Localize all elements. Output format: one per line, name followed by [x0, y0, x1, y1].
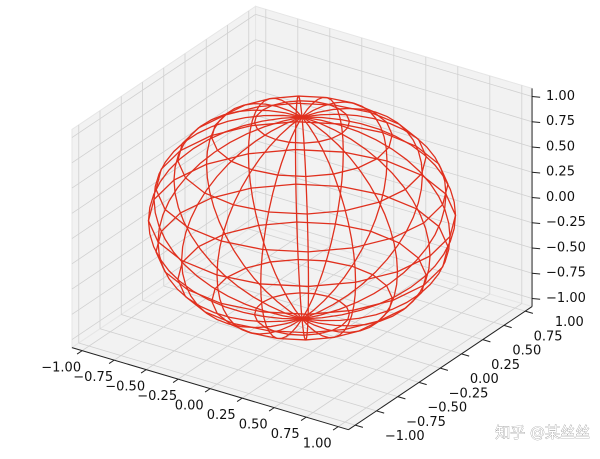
x-tick-label: 0.75 [271, 427, 300, 442]
x-tick-label: 0.00 [175, 399, 204, 414]
grid-line [71, 165, 256, 290]
grid-line [255, 216, 533, 299]
y-tick [482, 339, 491, 343]
grid-line [255, 64, 533, 148]
z-tick-label: 0.25 [546, 165, 575, 180]
grid-line [78, 342, 356, 426]
y-tick [461, 353, 470, 357]
x-tick [140, 369, 147, 374]
z-tick [531, 171, 541, 174]
x-tick-label: −0.50 [105, 380, 145, 395]
x-tick [268, 407, 275, 412]
z-tick [531, 146, 541, 149]
parallel [147, 148, 457, 288]
parallel [253, 292, 351, 336]
y-tick [418, 381, 427, 386]
grid-line [71, 14, 256, 138]
grid-line [71, 140, 256, 265]
y-tick-label: 0.25 [491, 358, 520, 373]
watermark: 知乎 @某丝丝 [495, 424, 590, 442]
x-tick [108, 359, 115, 364]
parallel [177, 102, 427, 215]
y-tick [525, 310, 534, 314]
z-tick [531, 121, 541, 123]
grid-line [248, 228, 526, 312]
parallel [253, 100, 351, 144]
z-tick-label: 1.00 [546, 89, 575, 104]
y-tick-label: −0.50 [427, 401, 467, 416]
grid-line [255, 39, 533, 123]
z-tick-label: −0.75 [546, 266, 586, 281]
z-tick [531, 196, 541, 199]
grid-line [71, 190, 256, 315]
grid-line [227, 242, 505, 326]
y-tick [503, 324, 512, 329]
x-tick [236, 397, 243, 402]
y-tick-label: −0.25 [449, 386, 489, 401]
y-tick-label: 0.50 [512, 344, 541, 359]
grid-line [71, 89, 256, 214]
y-tick-label: −0.75 [406, 415, 446, 430]
parallel [211, 95, 393, 178]
y-tick [440, 367, 449, 371]
x-tick [332, 426, 339, 431]
x-tick-label: 1.00 [303, 437, 332, 452]
z-tick [531, 247, 541, 250]
z-tick-label: 0.00 [546, 190, 575, 205]
y-tick-label: 1.00 [555, 315, 584, 330]
y-tick-label: 0.00 [470, 372, 499, 387]
y-tick [376, 410, 385, 414]
z-tick-label: −1.00 [546, 291, 586, 306]
x-tick-label: −0.75 [73, 370, 113, 385]
grid-line [206, 257, 483, 341]
grid-line [71, 64, 256, 189]
y-tick [397, 396, 406, 400]
y-tick-label: 0.75 [534, 329, 563, 344]
z-tick [531, 95, 541, 98]
y-tick-label: −1.00 [385, 429, 425, 444]
grid-line [142, 299, 420, 383]
x-tick-label: 0.25 [207, 408, 236, 423]
parallel [155, 183, 449, 315]
grid-line [255, 165, 533, 249]
y-tick [355, 424, 364, 428]
grid-line [99, 328, 377, 412]
parallel [177, 221, 427, 334]
grid-line [121, 314, 398, 398]
parallel [211, 258, 393, 341]
x-tick-label: −0.25 [137, 389, 177, 404]
grid-line [71, 216, 256, 340]
grid-line [255, 115, 533, 198]
x-tick [204, 388, 211, 393]
grid-line [255, 190, 533, 274]
x-tick [300, 416, 307, 421]
z-tick-label: 0.75 [546, 114, 575, 129]
grid-line [71, 39, 256, 164]
z-tick [531, 297, 541, 300]
x-tick-label: 0.50 [239, 418, 268, 433]
grid-line [255, 14, 533, 97]
x-tick [172, 378, 179, 383]
z-tick-label: 0.50 [546, 139, 575, 154]
x-tick [76, 350, 83, 355]
x-tick-label: −1.00 [41, 361, 81, 376]
z-tick [531, 272, 541, 275]
z-tick-label: −0.50 [546, 240, 586, 255]
z-tick-label: −0.25 [546, 215, 586, 230]
grid-line [255, 140, 533, 224]
z-tick [531, 222, 541, 224]
parallel [155, 121, 449, 253]
